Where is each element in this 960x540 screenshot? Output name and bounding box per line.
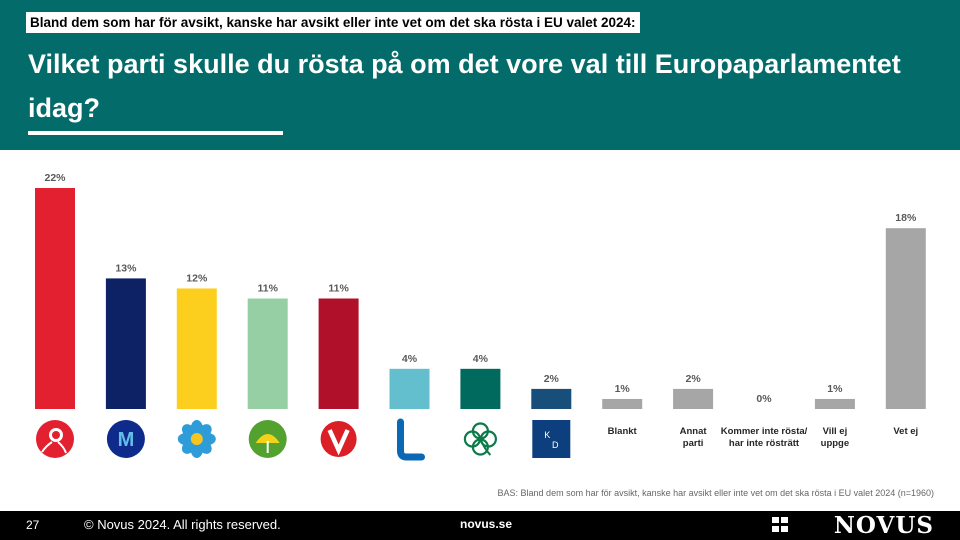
data-label-5: 11% <box>328 283 349 295</box>
category-label-10: Annat <box>680 426 708 437</box>
bar-5 <box>318 298 359 409</box>
copyright-text: © Novus 2024. All rights reserved. <box>84 517 281 532</box>
bar-4 <box>247 298 288 409</box>
data-label-3: 12% <box>186 272 208 284</box>
footer-bar: 27 © Novus 2024. All rights reserved. no… <box>0 511 960 540</box>
bar-7 <box>460 368 501 409</box>
category-label-12: uppge <box>821 438 850 449</box>
category-label-13: Vet ej <box>893 426 918 437</box>
c-clover-icon <box>463 422 497 456</box>
bar-10 <box>673 388 714 409</box>
category-label-10: parti <box>683 438 704 449</box>
category-label-11: har inte rösträtt <box>729 438 800 449</box>
bar-3 <box>176 288 217 409</box>
svg-text:D: D <box>552 440 559 450</box>
category-label-9: Blankt <box>608 426 638 437</box>
category-label-12: Vill ej <box>823 426 848 437</box>
bar-1 <box>35 188 75 409</box>
header-banner: Bland dem som har för avsikt, kanske har… <box>0 0 960 150</box>
m-moderaterna-icon: M <box>106 420 145 458</box>
data-label-13: 18% <box>895 212 917 224</box>
bar-12 <box>814 398 855 409</box>
bar-chart: 22% 13% 12% 11% 11% 4% 4% 2% 1% Blankt 2% Annatpart… <box>35 172 926 461</box>
s-rose-icon <box>36 420 74 458</box>
title-underline <box>28 131 283 135</box>
data-label-9: 1% <box>615 383 631 395</box>
bar-9 <box>602 398 643 409</box>
bar-2 <box>105 278 146 409</box>
data-label-8: 2% <box>544 373 560 385</box>
category-label-11: Kommer inte rösta/ <box>721 426 808 437</box>
bar-13 <box>885 228 926 409</box>
data-label-4: 11% <box>257 283 278 295</box>
data-label-12: 1% <box>827 383 843 395</box>
data-label-10: 2% <box>686 373 702 385</box>
data-label-7: 4% <box>473 353 489 365</box>
sd-anemone-icon <box>177 420 216 458</box>
data-label-2: 13% <box>115 262 137 274</box>
data-label-11: 0% <box>756 393 772 405</box>
svg-text:M: M <box>118 429 135 451</box>
mp-dandelion-icon <box>248 420 287 458</box>
data-label-1: 22% <box>44 172 66 184</box>
base-subtitle: Bland dem som har för avsikt, kanske har… <box>26 12 640 33</box>
base-footnote: BAS: Bland dem som har för avsikt, kansk… <box>497 488 934 498</box>
novus-mark-icon <box>772 517 790 533</box>
bar-8 <box>531 388 572 409</box>
page-title: Vilket parti skulle du rösta på om det v… <box>28 49 901 123</box>
novus-logo: NOVUS <box>833 512 934 539</box>
data-label-6: 4% <box>402 353 418 365</box>
v-vansterpartiet-icon <box>320 421 357 457</box>
svg-text:K: K <box>544 430 550 440</box>
kd-icon: KD <box>532 420 571 458</box>
bar-6 <box>389 368 430 409</box>
l-liberalerna-icon <box>397 418 425 461</box>
site-link[interactable]: novus.se <box>460 517 513 531</box>
page-number: 27 <box>26 518 40 532</box>
